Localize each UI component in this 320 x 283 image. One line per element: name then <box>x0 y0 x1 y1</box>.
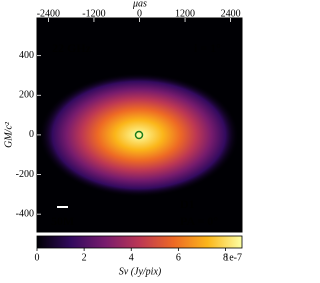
pa-label: PA = 0° <box>180 214 218 228</box>
chart: μas GM/c² 22 GHz i = 1° D1 PA = 0° 50M 1… <box>3 0 243 277</box>
emission-image <box>39 73 239 197</box>
x-tick-label: -2400 <box>37 8 60 19</box>
x-tick-label: 2400 <box>221 8 241 19</box>
colorbar-tick-label: 8 <box>223 252 228 263</box>
colorbar-tick-label: 2 <box>82 252 87 263</box>
x-tick-label: 0 <box>137 8 142 19</box>
y-axis-label: GM/c² <box>3 121 14 148</box>
colorbar-tick-label: 0 <box>35 252 40 263</box>
inclination-label: i = 1° <box>194 41 221 55</box>
y-tick-label: -200 <box>16 169 34 180</box>
y-tick-label: 200 <box>19 90 34 101</box>
colorbar <box>36 235 243 249</box>
scale-label: 50M <box>51 214 74 228</box>
y-tick-label: -400 <box>16 208 34 219</box>
model-label: D1 <box>180 197 195 211</box>
frequency-label: 22 GHz <box>52 41 92 55</box>
colorbar-tick-label: 4 <box>129 252 134 263</box>
x-tick-label: 1200 <box>175 8 195 19</box>
colorbar-offset: 1e-7 <box>224 252 242 263</box>
x-axis-label: μas <box>132 0 147 9</box>
colorbar-label: Sν (Jy/pix) <box>119 266 162 277</box>
y-tick-label: 0 <box>29 129 34 140</box>
center-marker <box>134 130 144 140</box>
colorbar-tick-label: 6 <box>176 252 181 263</box>
y-tick-label: 400 <box>19 50 34 61</box>
x-tick-label: -1200 <box>82 8 105 19</box>
